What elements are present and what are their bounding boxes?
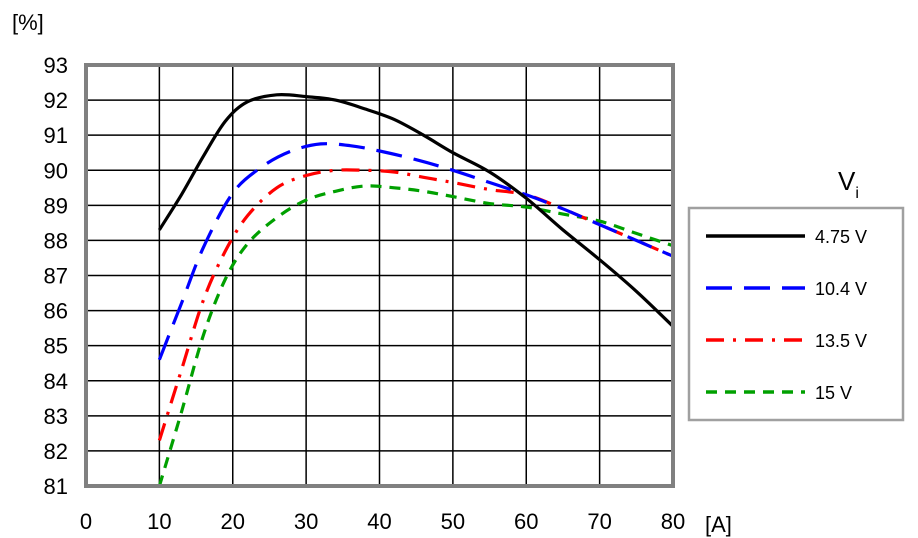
x-tick-label: 10 xyxy=(147,509,171,534)
y-tick-label: 90 xyxy=(44,158,68,183)
y-tick-label: 81 xyxy=(44,474,68,499)
y-tick-label: 82 xyxy=(44,439,68,464)
legend-title: Vi xyxy=(838,166,859,202)
x-axis-label: [A] xyxy=(705,512,732,537)
x-tick-label: 30 xyxy=(294,509,318,534)
legend-title-subscript: i xyxy=(855,185,859,202)
gridlines xyxy=(86,65,673,486)
series-line-15-v xyxy=(157,184,674,487)
legend: 4.75 V 10.4 V 13.5 V 15 V xyxy=(687,206,905,422)
x-tick-label: 60 xyxy=(514,509,538,534)
y-tick-label: 83 xyxy=(44,404,68,429)
legend-label: 13.5 V xyxy=(815,331,867,351)
legend-label: 15 V xyxy=(815,383,852,403)
plot-frame xyxy=(84,63,675,488)
y-tick-label: 91 xyxy=(44,123,68,148)
x-tick-label: 50 xyxy=(441,509,465,534)
series-lines xyxy=(157,92,675,487)
y-tick-labels: 81 82 83 84 85 86 87 88 89 90 91 92 93 xyxy=(44,53,68,499)
x-tick-label: 80 xyxy=(661,509,685,534)
y-tick-label: 85 xyxy=(44,334,68,359)
x-tick-labels: 0 10 20 30 40 50 60 70 80 xyxy=(80,509,685,534)
legend-box xyxy=(687,206,905,422)
y-tick-label: 86 xyxy=(44,299,68,324)
legend-title-main: V xyxy=(838,166,856,196)
y-tick-label: 92 xyxy=(44,88,68,113)
y-tick-label: 88 xyxy=(44,228,68,253)
x-tick-label: 0 xyxy=(80,509,92,534)
plot-border xyxy=(84,63,675,488)
y-tick-label: 84 xyxy=(44,369,68,394)
x-tick-label: 40 xyxy=(367,509,391,534)
series-line-10-4-v xyxy=(157,142,674,361)
y-axis-label: [%] xyxy=(12,10,44,35)
legend-label: 10.4 V xyxy=(815,279,867,299)
y-tick-label: 87 xyxy=(44,264,68,289)
y-tick-label: 89 xyxy=(44,193,68,218)
x-tick-label: 70 xyxy=(587,509,611,534)
y-tick-label: 93 xyxy=(44,53,68,78)
x-tick-label: 20 xyxy=(221,509,245,534)
legend-label: 4.75 V xyxy=(815,227,867,247)
series-line-4-75-v xyxy=(158,92,675,328)
